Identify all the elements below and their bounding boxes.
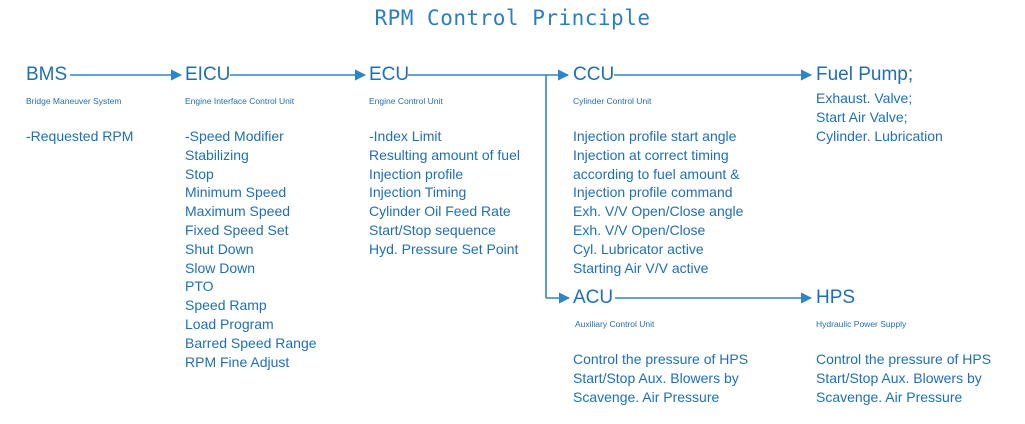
page-title: RPM Control Principle — [374, 6, 651, 30]
node-acu-item: Control the pressure of HPS — [573, 351, 749, 367]
node-fuel-pump-name: Fuel Pump; — [816, 64, 914, 85]
node-ecu-item: Hyd. Pressure Set Point — [369, 240, 519, 257]
node-eicu-item: Minimum Speed — [185, 184, 287, 201]
node-acu-items: Control the pressure of HPS Start/Stop A… — [573, 350, 748, 406]
node-eicu-item: RPM Fine Adjust — [185, 353, 290, 370]
node-ecu-item: Start/Stop sequence — [369, 221, 496, 238]
node-eicu-item: Shut Down — [185, 240, 254, 257]
node-ccu-item: Exh. V/V Open/Close angle — [573, 203, 744, 220]
node-bms-name: BMS — [26, 64, 68, 85]
node-hps-item: Start/Stop Aux. Blowers by — [816, 369, 982, 386]
node-eicu-item: Stop — [185, 165, 214, 182]
node-ecu-item: Injection Timing — [369, 184, 467, 201]
node-eicu-item: Barred Speed Range — [185, 334, 317, 351]
node-bms-item: -Requested RPM — [26, 128, 134, 144]
node-hps-item: Scavenge. Air Pressure — [816, 388, 963, 405]
node-eicu-item: Speed Ramp — [185, 297, 267, 314]
node-ccu-item: Cyl. Lubricator active — [573, 240, 704, 257]
node-ccu-item: Injection profile command — [573, 184, 733, 201]
node-ecu-item: Injection profile — [369, 165, 464, 182]
node-acu-item: Start/Stop Aux. Blowers by — [573, 369, 739, 386]
node-ecu-name: ECU — [369, 64, 410, 85]
node-ecu-item: Cylinder Oil Feed Rate — [369, 203, 511, 220]
node-eicu-item: Maximum Speed — [185, 203, 291, 220]
node-eicu-item: Fixed Speed Set — [185, 221, 289, 238]
node-acu-item: Scavenge. Air Pressure — [573, 388, 720, 405]
node-bms-subtitle: Bridge Maneuver System — [26, 96, 122, 106]
node-ccu-items: Injection profile start angle Injection … — [573, 127, 743, 277]
node-fuel-pump-item: Exhaust. Valve; — [816, 90, 913, 106]
node-ecu-subtitle: Engine Control Unit — [369, 96, 443, 106]
node-hps-items: Control the pressure of HPS Start/Stop A… — [816, 350, 991, 406]
node-eicu-name: EICU — [185, 64, 231, 85]
node-ccu-item: Starting Air V/V active — [573, 259, 709, 276]
node-eicu-item: Stabilizing — [185, 146, 249, 163]
node-eicu-items: -Speed Modifier Stabilizing Stop Minimum… — [185, 127, 317, 371]
node-ecu-items: -Index Limit Resulting amount of fuel In… — [369, 127, 520, 259]
node-eicu-item: Load Program — [185, 315, 274, 332]
node-bms-items: -Requested RPM — [26, 127, 133, 146]
node-ccu-name: CCU — [573, 64, 615, 85]
node-ccu-item: Exh. V/V Open/Close — [573, 221, 706, 238]
node-ccu-item: according to fuel amount & — [573, 165, 740, 182]
node-eicu-item: -Speed Modifier — [185, 128, 284, 144]
node-hps-name: HPS — [816, 287, 856, 308]
node-eicu-item: Slow Down — [185, 259, 256, 276]
node-hps-subtitle: Hydraulic Power Supply — [816, 319, 907, 329]
node-ccu-item: Injection at correct timing — [573, 146, 729, 163]
node-ccu-subtitle: Cylinder Control Unit — [573, 96, 652, 106]
node-acu-name: ACU — [573, 287, 614, 308]
node-hps-item: Control the pressure of HPS — [816, 351, 992, 367]
node-ecu-item: Resulting amount of fuel — [369, 146, 520, 163]
node-fuel-pump-items: Exhaust. Valve; Start Air Valve; Cylinde… — [816, 89, 943, 145]
node-acu-subtitle: Auxiliary Control Unit — [575, 319, 655, 329]
node-fuel-pump-item: Start Air Valve; — [816, 108, 908, 125]
node-ecu-item: -Index Limit — [369, 128, 442, 144]
node-fuel-pump-item: Cylinder. Lubrication — [816, 127, 943, 144]
node-ccu-item: Injection profile start angle — [573, 128, 737, 144]
node-eicu-item: PTO — [185, 278, 214, 295]
node-eicu-subtitle: Engine Interface Control Unit — [185, 96, 295, 106]
